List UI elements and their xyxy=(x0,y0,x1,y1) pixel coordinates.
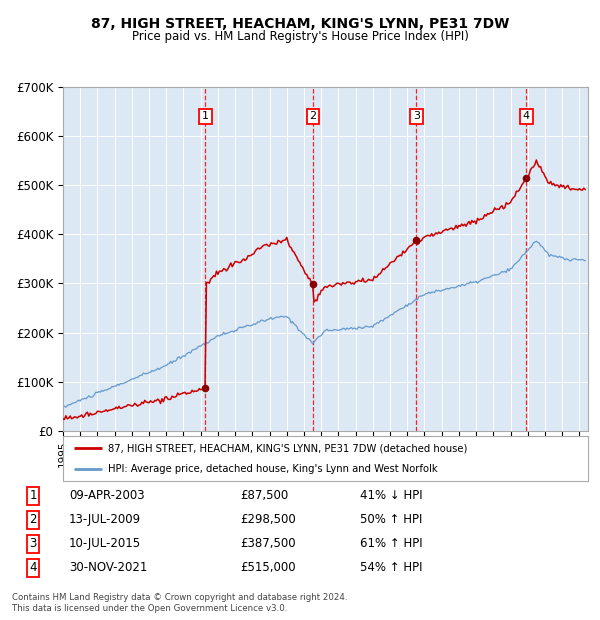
Text: 87, HIGH STREET, HEACHAM, KING'S LYNN, PE31 7DW (detached house): 87, HIGH STREET, HEACHAM, KING'S LYNN, P… xyxy=(107,443,467,453)
Text: £298,500: £298,500 xyxy=(240,513,296,526)
Text: 50% ↑ HPI: 50% ↑ HPI xyxy=(360,513,422,526)
Text: 1: 1 xyxy=(202,112,209,122)
Text: 87, HIGH STREET, HEACHAM, KING'S LYNN, PE31 7DW: 87, HIGH STREET, HEACHAM, KING'S LYNN, P… xyxy=(91,17,509,31)
Text: 30-NOV-2021: 30-NOV-2021 xyxy=(69,561,148,574)
Text: HPI: Average price, detached house, King's Lynn and West Norfolk: HPI: Average price, detached house, King… xyxy=(107,464,437,474)
Text: 09-APR-2003: 09-APR-2003 xyxy=(69,489,145,502)
Text: 3: 3 xyxy=(413,112,420,122)
Text: 41% ↓ HPI: 41% ↓ HPI xyxy=(360,489,422,502)
Text: Contains HM Land Registry data © Crown copyright and database right 2024.
This d: Contains HM Land Registry data © Crown c… xyxy=(12,593,347,613)
Text: 1: 1 xyxy=(29,489,37,502)
Text: £87,500: £87,500 xyxy=(240,489,288,502)
Text: 54% ↑ HPI: 54% ↑ HPI xyxy=(360,561,422,574)
Text: 3: 3 xyxy=(29,537,37,550)
Text: 2: 2 xyxy=(310,112,317,122)
Text: 2: 2 xyxy=(29,513,37,526)
Text: 4: 4 xyxy=(523,112,530,122)
Text: Price paid vs. HM Land Registry's House Price Index (HPI): Price paid vs. HM Land Registry's House … xyxy=(131,30,469,43)
Text: £515,000: £515,000 xyxy=(240,561,296,574)
Text: 61% ↑ HPI: 61% ↑ HPI xyxy=(360,537,422,550)
Text: 10-JUL-2015: 10-JUL-2015 xyxy=(69,537,141,550)
Text: 13-JUL-2009: 13-JUL-2009 xyxy=(69,513,141,526)
Text: 4: 4 xyxy=(29,561,37,574)
Text: £387,500: £387,500 xyxy=(240,537,296,550)
